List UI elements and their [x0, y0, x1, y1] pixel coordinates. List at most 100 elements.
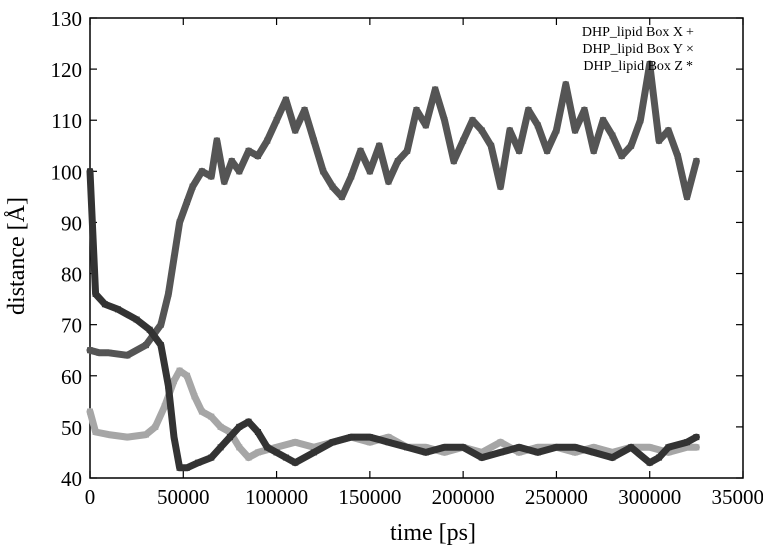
- data-point: [553, 127, 559, 133]
- data-point: [591, 449, 597, 455]
- data-point: [102, 301, 108, 307]
- data-point: [386, 179, 392, 185]
- data-point: [684, 194, 690, 200]
- data-point: [214, 138, 220, 144]
- data-point: [619, 153, 625, 159]
- data-point: [274, 449, 280, 455]
- data-point: [479, 127, 485, 133]
- data-point: [264, 138, 270, 144]
- legend-label: DHP_lipid Box Z: [583, 59, 683, 74]
- data-point: [367, 434, 373, 440]
- data-point: [87, 168, 93, 174]
- x-tick-label: 0: [85, 485, 96, 509]
- y-axis-label: distance [Å]: [4, 197, 30, 315]
- data-point: [236, 168, 242, 174]
- data-point: [177, 219, 183, 225]
- data-point: [199, 409, 205, 415]
- data-point: [171, 255, 177, 261]
- data-point: [115, 306, 121, 312]
- data-point: [171, 378, 177, 384]
- data-point: [93, 429, 99, 435]
- legend-marker: ×: [686, 42, 694, 57]
- y-tick-label: 70: [61, 314, 82, 338]
- data-point: [423, 122, 429, 128]
- data-point: [628, 143, 634, 149]
- data-point: [165, 383, 171, 389]
- data-point: [87, 347, 93, 353]
- y-tick-label: 80: [61, 263, 82, 287]
- data-point: [516, 444, 522, 450]
- data-point: [320, 168, 326, 174]
- data-point: [246, 148, 252, 154]
- y-tick-label: 40: [61, 467, 82, 491]
- data-point: [184, 465, 190, 471]
- data-point: [414, 107, 420, 113]
- series-line: [90, 64, 696, 355]
- data-point: [143, 432, 149, 438]
- series-dhp-lipid-box-x: [87, 61, 699, 358]
- data-point: [292, 439, 298, 445]
- x-tick-label: 250000: [525, 485, 588, 509]
- data-point: [367, 168, 373, 174]
- data-point: [535, 449, 541, 455]
- data-point: [441, 117, 447, 123]
- data-point: [274, 117, 280, 123]
- data-point: [497, 439, 503, 445]
- data-point: [600, 117, 606, 123]
- data-point: [525, 107, 531, 113]
- data-point: [311, 138, 317, 144]
- data-point: [665, 444, 671, 450]
- data-point: [497, 184, 503, 190]
- data-point: [246, 455, 252, 461]
- data-point: [535, 122, 541, 128]
- y-tick-label: 110: [51, 109, 82, 133]
- data-point: [432, 87, 438, 93]
- data-point: [647, 444, 653, 450]
- data-point: [255, 429, 261, 435]
- data-point: [311, 449, 317, 455]
- data-point: [330, 439, 336, 445]
- data-point: [106, 432, 112, 438]
- data-point: [693, 444, 699, 450]
- data-point: [264, 444, 270, 450]
- x-tick-label: 150000: [338, 485, 401, 509]
- data-point: [451, 158, 457, 164]
- data-point: [544, 148, 550, 154]
- x-tick-label: 50000: [157, 485, 210, 509]
- data-point: [96, 350, 102, 356]
- data-point: [158, 322, 164, 328]
- x-tick-label: 200000: [432, 485, 495, 509]
- data-point: [221, 179, 227, 185]
- data-point: [423, 449, 429, 455]
- data-point: [665, 127, 671, 133]
- y-tick-label: 120: [51, 58, 83, 82]
- legend-marker: *: [686, 59, 693, 74]
- data-point: [246, 419, 252, 425]
- data-point: [516, 148, 522, 154]
- legend-label: DHP_lipid Box Y: [582, 42, 683, 57]
- data-point: [177, 465, 183, 471]
- data-point: [199, 168, 205, 174]
- data-point: [572, 127, 578, 133]
- data-point: [404, 148, 410, 154]
- data-point: [124, 352, 130, 358]
- data-point: [675, 153, 681, 159]
- data-point: [693, 434, 699, 440]
- data-point: [609, 455, 615, 461]
- data-point: [177, 368, 183, 374]
- data-point: [158, 342, 164, 348]
- x-tick-label: 100000: [245, 485, 308, 509]
- data-point: [229, 158, 235, 164]
- data-point: [581, 107, 587, 113]
- data-point: [93, 291, 99, 297]
- data-point: [497, 449, 503, 455]
- data-point: [460, 444, 466, 450]
- data-point: [208, 414, 214, 420]
- data-point: [507, 127, 513, 133]
- data-point: [255, 449, 261, 455]
- data-point: [147, 327, 153, 333]
- data-point: [283, 97, 289, 103]
